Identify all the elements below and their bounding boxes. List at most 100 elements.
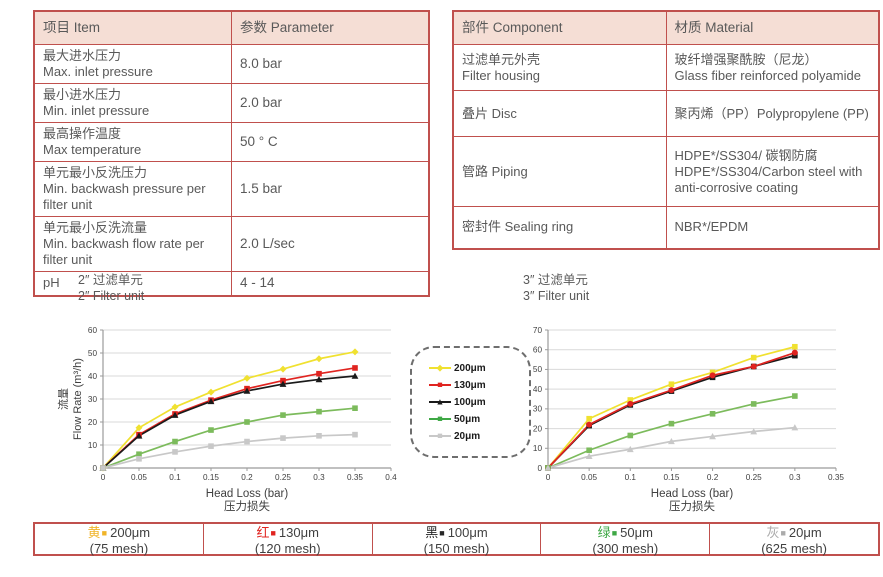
legend-line — [429, 367, 451, 369]
mesh-line2: (300 mesh) — [592, 541, 659, 556]
square-marker-icon: ■ — [437, 413, 443, 424]
material-cell: 聚丙烯（PP）Polypropylene (PP) — [665, 90, 880, 137]
item-zh: pH — [43, 275, 60, 291]
square-marker-icon: ■ — [437, 379, 443, 390]
micron-label: 130μm — [278, 525, 319, 540]
triangle-marker-icon: ▲ — [435, 396, 445, 407]
table-row: 叠片 Disc 聚丙烯（PP）Polypropylene (PP) — [452, 90, 880, 137]
spec-header-parameter: 参数 Parameter — [231, 10, 430, 45]
spec-item-cell: pH — [33, 271, 232, 296]
mesh-line2: (150 mesh) — [423, 541, 490, 556]
component-zh: 密封件 Sealing ring — [462, 219, 574, 235]
chart-title-en: 2″ Filter unit — [78, 289, 145, 303]
svg-text:0.3: 0.3 — [789, 473, 801, 482]
color-word: 绿 — [597, 525, 611, 540]
item-zh: 单元最小反洗压力 — [43, 165, 148, 180]
item-en: Min. inlet pressure — [43, 103, 150, 118]
material-en: Glass fiber reinforced polyamide — [674, 67, 861, 83]
material-zh: 聚丙烯（PP）Polypropylene (PP) — [674, 105, 869, 121]
table-row: 单元最小反洗压力 Min. backwash pressure per filt… — [33, 161, 430, 217]
component-cell: 过滤单元外壳 Filter housing — [452, 44, 667, 91]
table-row: 最大进水压力 Max. inlet pressure 8.0 bar — [33, 44, 430, 84]
mesh-legend-item-100um: 黑■ 100μm (150 mesh) — [373, 524, 542, 556]
mesh-line2: (625 mesh) — [761, 541, 827, 556]
svg-text:0.3: 0.3 — [313, 473, 325, 482]
spec-item-cell: 单元最小反洗压力 Min. backwash pressure per filt… — [33, 161, 232, 217]
svg-text:压力损失: 压力损失 — [669, 499, 715, 513]
table-row: 最高操作温度 Max temperature 50 ° C — [33, 122, 430, 162]
mesh-line1: 黑■ 100μm — [373, 525, 541, 541]
svg-text:0.15: 0.15 — [203, 473, 219, 482]
mesh-legend-item-50um: 绿■ 50μm (300 mesh) — [541, 524, 711, 556]
material-zh: NBR*/EPDM — [674, 219, 749, 235]
mesh-line1: 灰■ 20μm — [710, 525, 878, 541]
component-en: Filter housing — [462, 67, 541, 83]
legend-label: 100μm — [454, 396, 486, 408]
svg-text:0: 0 — [537, 464, 542, 473]
legend-marker-130um: ■ — [429, 380, 451, 390]
svg-text:40: 40 — [88, 372, 98, 381]
material-header-material: 材质 Material — [665, 10, 880, 45]
micron-label: 20μm — [788, 525, 822, 540]
material-header-component: 部件 Component — [452, 10, 667, 45]
chart-title-en: 3″ Filter unit — [523, 289, 590, 303]
legend-item: ▲ 100μm — [429, 396, 529, 408]
spec-value-cell: 2.0 L/sec — [231, 216, 430, 272]
svg-text:70: 70 — [533, 326, 543, 335]
material-cell: NBR*/EPDM — [665, 206, 880, 249]
flow-rate-chart-2inch: 0 10 20 30 40 50 60 0 0.05 0.1 0.15 0.2 0.25 0.3 0.35 0… — [57, 326, 397, 513]
chart-legend: ◆ 200μm ■ 130μm ▲ 100μm ■ 50μm — [410, 346, 531, 458]
micron-label: 200μm — [110, 525, 151, 540]
svg-text:30: 30 — [533, 405, 543, 414]
material-cell: 玻纤增强聚酰胺（尼龙） Glass fiber reinforced polya… — [665, 44, 880, 91]
svg-text:50: 50 — [533, 365, 543, 374]
svg-text:0.25: 0.25 — [746, 473, 762, 482]
svg-text:Head Loss (bar): Head Loss (bar) — [206, 488, 289, 500]
spec-item-cell: 最大进水压力 Max. inlet pressure — [33, 44, 232, 84]
material-zh: 玻纤增强聚酰胺（尼龙） — [674, 51, 818, 67]
svg-text:20: 20 — [88, 418, 98, 427]
color-word: 红 — [256, 525, 270, 540]
spec-value-cell: 4 - 14 — [231, 271, 430, 296]
item-en: Min. backwash flow rate per filter unit — [43, 236, 205, 267]
spec-item-cell: 最高操作温度 Max temperature — [33, 122, 232, 162]
table-row: 管路 Piping HDPE*/SS304/ 碳钢防腐 HDPE*/SS304/… — [452, 136, 880, 207]
chart-title-zh: 3″ 过滤单元 — [523, 273, 588, 287]
svg-text:0.2: 0.2 — [707, 473, 719, 482]
legend-marker-200um: ◆ — [429, 363, 451, 373]
mesh-legend-item-200um: 黄■ 200μm (75 mesh) — [35, 524, 204, 556]
mesh-legend-item-130um: 红■ 130μm (120 mesh) — [204, 524, 373, 556]
legend-label: 20μm — [454, 430, 481, 442]
item-en: Min. backwash pressure per filter unit — [43, 181, 206, 212]
svg-text:60: 60 — [88, 326, 98, 335]
square-swatch-icon: ■ — [780, 528, 786, 538]
mesh-legend-bar: 黄■ 200μm (75 mesh) 红■ 130μm (120 mesh) 黑■ 1… — [33, 522, 880, 556]
table-row: 密封件 Sealing ring NBR*/EPDM — [452, 206, 880, 249]
legend-line — [429, 435, 451, 437]
svg-text:0: 0 — [546, 473, 551, 482]
svg-text:流量: 流量 — [57, 388, 70, 410]
spec-item-cell: 单元最小反洗流量 Min. backwash flow rate per fil… — [33, 216, 232, 272]
square-swatch-icon: ■ — [101, 528, 108, 538]
spec-item-cell: 最小进水压力 Min. inlet pressure — [33, 83, 232, 123]
svg-text:Head Loss (bar): Head Loss (bar) — [651, 488, 734, 500]
mesh-line1: 黄■ 200μm — [35, 525, 203, 541]
table-row: pH 4 - 14 — [33, 271, 430, 296]
legend-label: 50μm — [454, 413, 481, 425]
item-en: Max. inlet pressure — [43, 64, 153, 79]
legend-item: ■ 20μm — [429, 430, 529, 442]
item-zh: 最小进水压力 — [43, 87, 122, 102]
component-zh: 过滤单元外壳 — [462, 51, 541, 67]
legend-item: ◆ 200μm — [429, 362, 529, 374]
chart-title-zh: 2″ 过滤单元 — [78, 273, 143, 287]
table-row: 过滤单元外壳 Filter housing 玻纤增强聚酰胺（尼龙） Glass … — [452, 44, 880, 91]
svg-text:0.25: 0.25 — [275, 473, 291, 482]
spec-value-cell: 50 ° C — [231, 122, 430, 162]
micron-label: 100μm — [447, 525, 488, 540]
square-swatch-icon: ■ — [611, 528, 618, 538]
spec-header-item: 项目 Item — [33, 10, 232, 45]
item-en: Max temperature — [43, 142, 142, 157]
svg-text:0.15: 0.15 — [663, 473, 679, 482]
legend-marker-50um: ■ — [429, 414, 451, 424]
